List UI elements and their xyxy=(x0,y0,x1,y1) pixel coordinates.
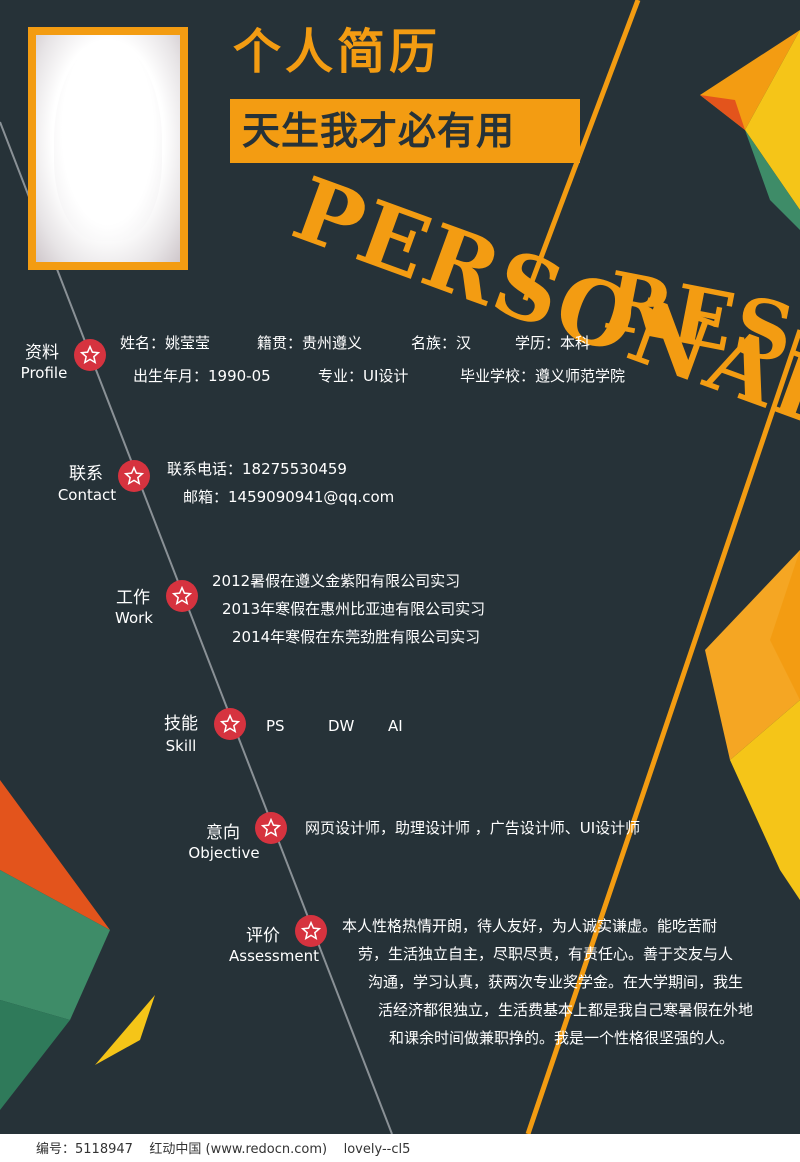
section-label-contact-cn: 联系 xyxy=(69,464,103,484)
contact-email: 邮箱：1459090941@qq.com xyxy=(183,488,395,506)
work-item-2: 2013年寒假在惠州比亚迪有限公司实习 xyxy=(222,600,486,618)
section-label-skill-en: Skill xyxy=(165,737,197,755)
page-title: 个人简历 xyxy=(233,24,442,80)
star-icon xyxy=(118,460,150,492)
section-label-work-en: Work xyxy=(115,609,153,627)
profile-name: 姓名：姚莹莹 xyxy=(120,334,211,352)
profile-birth: 出生年月：1990-05 xyxy=(133,367,271,385)
skill-item-dw: DW xyxy=(328,717,355,735)
section-label-assessment-cn: 评价 xyxy=(246,926,280,946)
profile-school: 毕业学校：遵义师范学院 xyxy=(460,367,626,385)
star-icon xyxy=(166,580,198,612)
assessment-line-4: 活经济都很独立，生活费基本上都是我自己寒暑假在外地 xyxy=(378,1001,754,1019)
photo-image xyxy=(36,35,180,262)
star-icon xyxy=(214,708,246,740)
section-label-objective-cn: 意向 xyxy=(206,823,240,843)
star-icon xyxy=(295,915,327,947)
footer-text: 编号：5118947 红动中国 (www.redocn.com) lovely-… xyxy=(36,1142,411,1157)
profile-education: 学历：本科 xyxy=(515,334,591,352)
objective-text: 网页设计师，助理设计师 ，广告设计师、UI设计师 xyxy=(305,819,641,837)
profile-major: 专业：UI设计 xyxy=(318,367,409,385)
work-item-3: 2014年寒假在东莞劲胜有限公司实习 xyxy=(232,628,481,646)
skill-item-ai: AI xyxy=(388,717,403,735)
star-icon xyxy=(74,339,106,371)
right-orange-shape-2 xyxy=(770,550,800,700)
section-label-skill-cn: 技能 xyxy=(164,714,198,734)
orange-diagonal-line-top xyxy=(522,0,641,301)
assessment-line-3: 沟通，学习认真，获两次专业奖学金。在大学期间，我生 xyxy=(368,973,744,991)
left-yellow-triangle xyxy=(95,995,155,1065)
right-orange-shape xyxy=(705,550,800,760)
skill-item-ps: PS xyxy=(266,717,285,735)
slogan-text: 天生我才必有用 xyxy=(242,109,516,153)
left-green-shape xyxy=(0,870,110,1020)
assessment-line-2: 劳，生活独立自主，尽职尽责，有责任心。善于交友与人 xyxy=(358,945,734,963)
timeline-line xyxy=(0,121,393,1135)
orange-diagonal-line-long xyxy=(525,329,800,1135)
photo-portrait xyxy=(54,41,162,241)
section-label-objective-en: Objective xyxy=(188,844,260,862)
footer-bar xyxy=(0,1134,800,1162)
section-label-contact-en: Contact xyxy=(57,486,117,504)
assessment-line-1: 本人性格热情开朗，待人友好，为人诚实谦虚。能吃苦耐 xyxy=(342,917,718,935)
work-item-1: 2012暑假在遵义金紫阳有限公司实习 xyxy=(212,572,461,590)
top-right-red-triangle xyxy=(700,95,745,130)
section-label-assessment-en: Assessment xyxy=(229,947,319,965)
section-label-work-cn: 工作 xyxy=(116,588,150,608)
assessment-line-5: 和课余时间做兼职挣的。我是一个性格很坚强的人。 xyxy=(389,1029,735,1047)
contact-phone: 联系电话：18275530459 xyxy=(167,460,347,478)
section-label-profile-en: Profile xyxy=(20,364,68,382)
section-label-profile-cn: 资料 xyxy=(25,343,59,363)
profile-hometown: 籍贯：贵州遵义 xyxy=(257,334,363,352)
slogan-banner xyxy=(230,99,580,163)
profile-photo xyxy=(28,27,188,270)
star-icon xyxy=(255,812,287,844)
right-yellow-shape xyxy=(730,700,800,900)
top-right-green-triangle xyxy=(745,130,800,230)
top-right-yellow-triangle xyxy=(745,30,800,210)
profile-ethnicity: 名族：汉 xyxy=(411,334,472,352)
left-red-triangle xyxy=(0,780,110,930)
left-dark-green-shape xyxy=(0,1000,70,1110)
